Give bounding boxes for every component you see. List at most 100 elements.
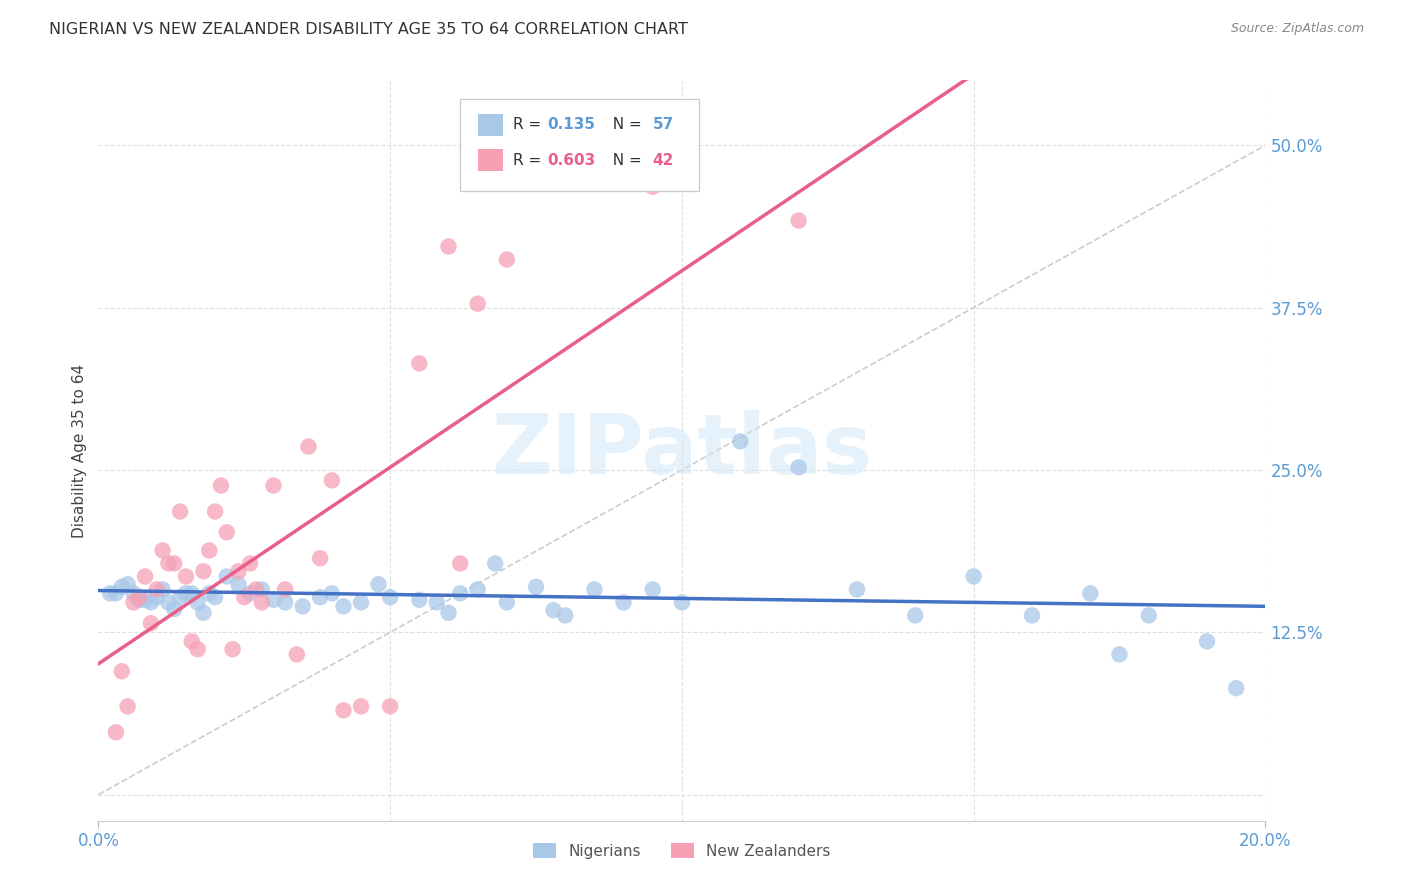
Point (332, 703, 354, 717)
FancyBboxPatch shape (478, 149, 503, 171)
Point (146, 591, 169, 605)
Point (139, 595, 162, 609)
Point (122, 595, 145, 609)
Text: ZIPatlas: ZIPatlas (492, 410, 872, 491)
Point (239, 557, 262, 571)
Text: NIGERIAN VS NEW ZEALANDER DISABILITY AGE 35 TO 64 CORRELATION CHART: NIGERIAN VS NEW ZEALANDER DISABILITY AGE… (49, 22, 688, 37)
Point (180, 586, 202, 600)
FancyBboxPatch shape (460, 99, 699, 191)
Point (174, 586, 197, 600)
Point (332, 599, 354, 614)
Point (134, 569, 156, 583)
Text: 57: 57 (652, 117, 673, 132)
Point (367, 577, 389, 591)
Point (128, 591, 150, 605)
Point (437, 606, 460, 620)
Point (350, 699, 373, 714)
Point (297, 440, 319, 454)
Point (233, 591, 256, 605)
Text: 0.603: 0.603 (548, 153, 596, 168)
Text: 0.135: 0.135 (548, 117, 596, 132)
Point (543, 603, 565, 617)
Point (221, 642, 243, 657)
Point (1225, 681, 1247, 695)
Point (380, 699, 402, 714)
Point (787, 460, 810, 475)
Point (484, 557, 506, 571)
Point (122, 586, 145, 600)
Legend: Nigerians, New Zealanders: Nigerians, New Zealanders (527, 837, 837, 865)
Point (193, 606, 215, 620)
Point (554, 608, 576, 623)
Point (1080, 586, 1102, 600)
Text: N =: N = (603, 117, 647, 132)
Point (408, 592, 430, 607)
Text: R =: R = (513, 153, 546, 168)
Point (111, 665, 134, 679)
Point (250, 582, 273, 597)
Point (128, 592, 150, 607)
Point (408, 356, 430, 370)
Point (104, 586, 127, 600)
Point (198, 586, 221, 600)
Point (228, 577, 250, 591)
Point (449, 557, 471, 571)
Point (157, 557, 180, 571)
Point (583, 582, 606, 597)
Point (134, 592, 156, 607)
Point (449, 586, 471, 600)
Point (274, 582, 297, 597)
Point (962, 569, 984, 583)
Point (187, 642, 209, 657)
Point (146, 582, 169, 597)
Point (671, 595, 693, 609)
Text: 42: 42 (652, 153, 673, 168)
Point (198, 543, 221, 558)
Point (139, 616, 162, 631)
Point (152, 543, 174, 558)
Point (204, 591, 226, 605)
Point (262, 478, 284, 492)
Point (291, 599, 314, 614)
Point (904, 608, 927, 623)
Point (262, 592, 284, 607)
Y-axis label: Disability Age 35 to 64: Disability Age 35 to 64 (72, 363, 87, 538)
Point (245, 582, 267, 597)
Point (309, 551, 332, 566)
Point (169, 504, 191, 518)
Point (180, 634, 202, 648)
Point (846, 582, 869, 597)
Point (641, 179, 664, 194)
Point (193, 564, 215, 578)
Point (117, 577, 139, 591)
Point (163, 602, 186, 616)
Text: R =: R = (513, 117, 546, 132)
Point (111, 580, 134, 594)
Point (285, 648, 308, 662)
Point (250, 595, 273, 609)
Point (730, 434, 752, 449)
Point (524, 580, 547, 594)
Point (350, 595, 373, 609)
Point (309, 591, 332, 605)
Point (209, 478, 232, 492)
Point (380, 591, 402, 605)
Point (1108, 648, 1130, 662)
Point (169, 591, 191, 605)
Point (163, 557, 186, 571)
Point (496, 595, 519, 609)
Point (496, 252, 519, 267)
Point (157, 595, 180, 609)
Point (467, 296, 489, 310)
Point (1195, 634, 1218, 648)
Point (104, 725, 127, 739)
Point (228, 564, 250, 578)
Text: N =: N = (603, 153, 647, 168)
Point (467, 582, 489, 597)
Point (239, 586, 262, 600)
Point (152, 582, 174, 597)
Point (215, 569, 238, 583)
Point (612, 595, 634, 609)
Point (641, 582, 664, 597)
Point (215, 525, 238, 540)
